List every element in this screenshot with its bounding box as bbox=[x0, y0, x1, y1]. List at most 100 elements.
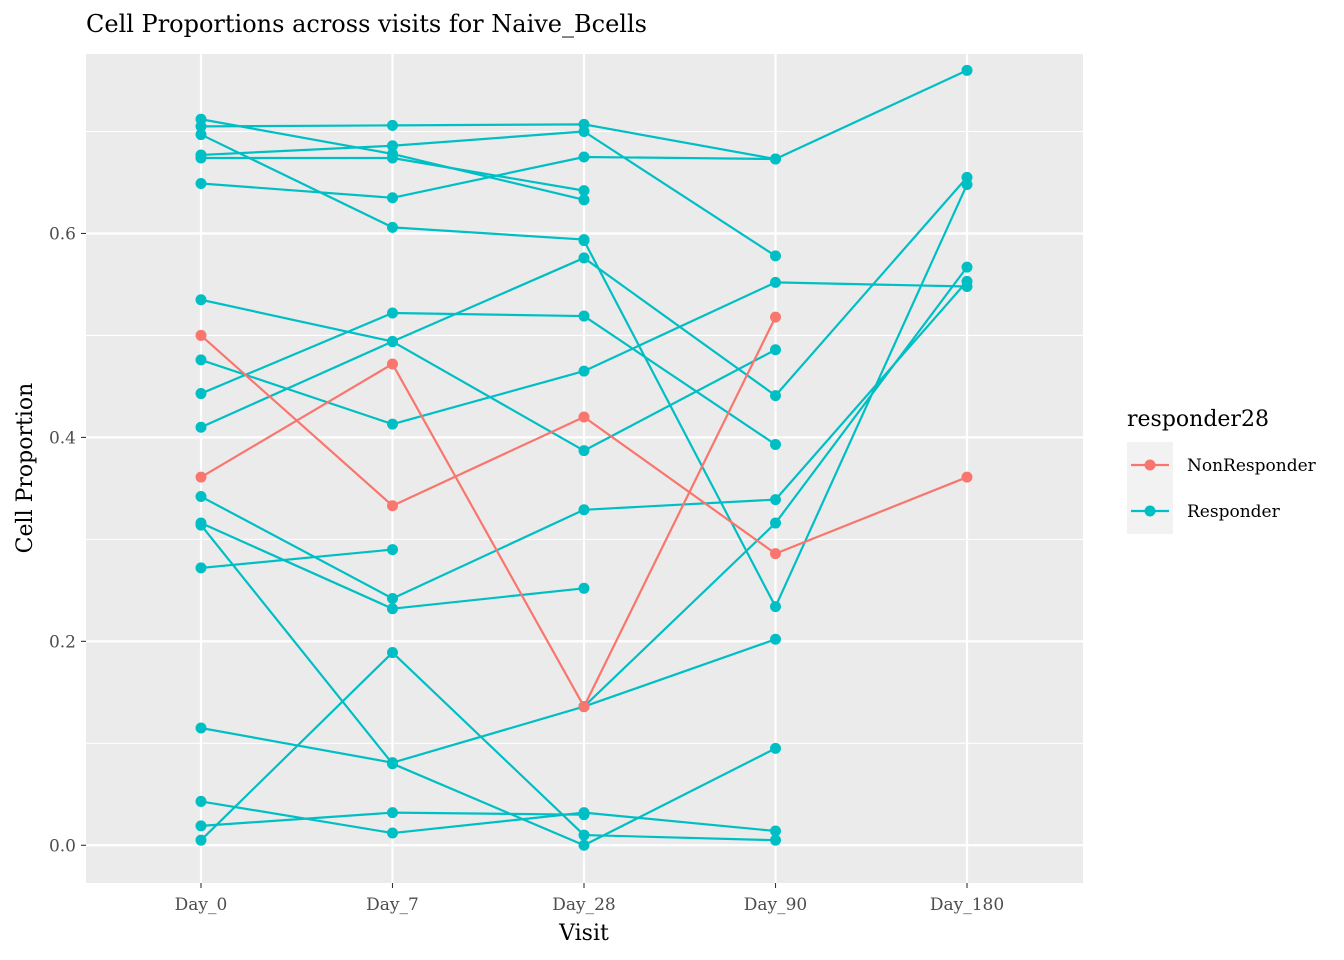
data-point-responder bbox=[578, 235, 590, 247]
legend-key-point bbox=[1144, 505, 1156, 517]
series-line-responder bbox=[200, 524, 776, 847]
data-point-responder bbox=[770, 250, 781, 262]
y-tick-label: 0.6 bbox=[49, 224, 76, 244]
data-point-responder bbox=[195, 519, 207, 531]
chart-title: Cell Proportions across visits for Naive… bbox=[86, 10, 647, 38]
data-point-responder bbox=[195, 152, 207, 164]
series-points bbox=[195, 64, 973, 851]
data-point-responder bbox=[770, 153, 781, 165]
data-point-responder bbox=[961, 275, 973, 287]
data-point-responder bbox=[387, 336, 398, 348]
y-tick-label: 0.4 bbox=[49, 428, 76, 448]
data-point-responder bbox=[195, 294, 207, 306]
data-point-responder bbox=[578, 194, 590, 206]
data-point-responder bbox=[387, 192, 398, 204]
data-point-responder bbox=[387, 140, 398, 152]
data-point-nonresponder bbox=[770, 548, 781, 560]
data-point-responder bbox=[387, 593, 398, 605]
data-point-responder bbox=[387, 647, 398, 659]
data-point-responder bbox=[578, 809, 590, 821]
data-point-responder bbox=[578, 125, 590, 137]
series-line-responder bbox=[200, 800, 776, 835]
data-point-responder bbox=[770, 742, 781, 754]
data-point-nonresponder bbox=[578, 411, 590, 423]
x-tick-label: Day_90 bbox=[744, 895, 808, 915]
data-point-responder bbox=[578, 839, 590, 851]
series-line-responder bbox=[200, 651, 776, 842]
data-point-responder bbox=[195, 120, 207, 132]
data-point-responder bbox=[387, 119, 398, 131]
data-point-responder bbox=[961, 179, 973, 191]
data-point-responder bbox=[770, 633, 781, 645]
data-point-responder bbox=[770, 834, 781, 846]
x-axis: Day_0 Day_7 Day_28 Day_90 Day_180 bbox=[175, 883, 1004, 915]
data-point-responder bbox=[770, 517, 781, 529]
data-point-responder bbox=[578, 185, 590, 197]
data-point-responder bbox=[195, 129, 207, 141]
data-point-responder bbox=[387, 603, 398, 615]
data-point-responder bbox=[578, 445, 590, 457]
data-point-responder bbox=[387, 418, 398, 430]
data-point-responder bbox=[195, 722, 207, 734]
data-point-responder bbox=[770, 601, 781, 613]
data-point-responder bbox=[387, 221, 398, 233]
legend-label: Responder bbox=[1187, 502, 1281, 522]
data-point-responder bbox=[387, 152, 398, 164]
data-point-responder bbox=[770, 494, 781, 506]
data-point-nonresponder bbox=[195, 471, 207, 483]
series-line-responder bbox=[200, 298, 777, 452]
legend-title: responder28 bbox=[1127, 407, 1269, 432]
data-point-responder bbox=[770, 344, 781, 356]
data-point-nonresponder bbox=[961, 471, 973, 483]
series-line-responder bbox=[200, 130, 777, 257]
data-point-responder bbox=[195, 562, 207, 574]
data-point-responder bbox=[195, 421, 207, 433]
x-tick-label: Day_0 bbox=[175, 895, 228, 915]
data-point-responder bbox=[770, 825, 781, 837]
data-point-responder bbox=[770, 276, 781, 288]
data-point-responder bbox=[578, 365, 590, 377]
legend-label: NonResponder bbox=[1187, 456, 1317, 476]
data-point-responder bbox=[195, 354, 207, 366]
series-line-responder bbox=[200, 155, 776, 199]
data-point-responder bbox=[195, 177, 207, 189]
data-point-responder bbox=[578, 829, 590, 841]
data-point-responder bbox=[578, 151, 590, 163]
data-point-responder bbox=[578, 310, 590, 322]
data-point-responder bbox=[387, 307, 398, 319]
data-point-responder bbox=[387, 544, 398, 556]
data-point-responder bbox=[387, 807, 398, 819]
y-axis: 0.0 0.2 0.4 0.6 bbox=[49, 224, 86, 856]
data-point-nonresponder bbox=[195, 329, 207, 341]
data-point-nonresponder bbox=[578, 701, 590, 713]
legend: responder28 NonResponder Responder bbox=[1127, 407, 1317, 534]
data-point-responder bbox=[770, 390, 781, 402]
series-line-nonresponder bbox=[200, 316, 777, 708]
data-point-responder bbox=[961, 261, 973, 273]
data-point-responder bbox=[195, 491, 207, 503]
data-point-nonresponder bbox=[387, 500, 398, 512]
data-point-responder bbox=[770, 439, 781, 451]
y-tick-label: 0.0 bbox=[49, 836, 76, 856]
data-point-responder bbox=[195, 795, 207, 807]
data-point-responder bbox=[195, 834, 207, 846]
data-point-responder bbox=[387, 827, 398, 839]
y-tick-label: 0.2 bbox=[49, 632, 76, 652]
y-axis-title: Cell Proportion bbox=[13, 383, 38, 554]
x-axis-title: Visit bbox=[558, 921, 609, 946]
x-tick-label: Day_28 bbox=[552, 895, 616, 915]
x-tick-label: Day_7 bbox=[366, 895, 419, 915]
series-line-responder bbox=[583, 638, 776, 708]
series-line-responder bbox=[200, 311, 777, 446]
data-point-responder bbox=[387, 757, 398, 769]
data-point-responder bbox=[578, 582, 590, 594]
legend-key-point bbox=[1144, 459, 1156, 471]
data-point-responder bbox=[195, 388, 207, 400]
data-point-responder bbox=[578, 252, 590, 264]
data-point-responder bbox=[961, 64, 973, 76]
data-point-responder bbox=[195, 820, 207, 832]
data-point-nonresponder bbox=[770, 311, 781, 323]
x-tick-label: Day_180 bbox=[930, 895, 1004, 915]
data-point-responder bbox=[578, 504, 590, 516]
